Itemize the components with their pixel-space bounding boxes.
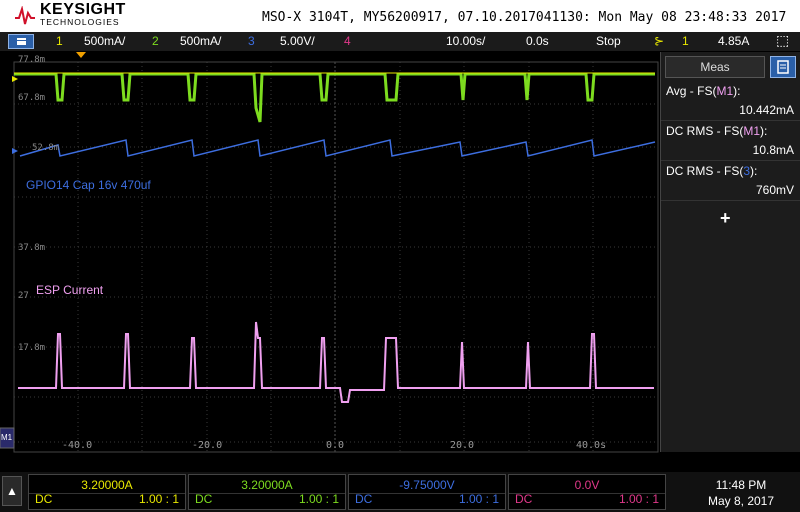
ch2-number[interactable]: 2 — [152, 34, 159, 48]
ch3-trace — [19, 139, 656, 157]
ch1-ground-marker — [12, 76, 18, 82]
ch2-trace — [14, 72, 655, 123]
svg-text:40.0s: 40.0s — [576, 440, 606, 451]
measurement-label-1: Avg - FS(M1): — [666, 84, 741, 98]
title-bar — [0, 0, 800, 32]
clock-date: May 8, 2017 — [707, 494, 775, 508]
ch3-ground-marker — [12, 148, 18, 154]
tab-measurements[interactable]: Meas — [665, 56, 765, 78]
ch2-settings-box[interactable]: 3.20000A DC 1.00 : 1 — [188, 474, 346, 510]
measurement-label-2: DC RMS - FS(M1): — [666, 124, 768, 138]
menu-icon[interactable] — [8, 34, 34, 49]
divider — [661, 200, 800, 201]
trigger-level[interactable]: 4.85A — [718, 34, 750, 48]
expand-arrow-icon[interactable]: ▲ — [2, 476, 22, 506]
svg-text:M1: M1 — [1, 433, 13, 442]
esp-current-label: ESP Current — [36, 283, 104, 297]
measurement-panel — [660, 52, 800, 452]
ch1-number[interactable]: 1 — [56, 34, 63, 48]
brand-subtitle: TECHNOLOGIES — [40, 17, 120, 27]
measurement-value-2: 10.8mA — [752, 143, 794, 157]
trigger-edge-icon: ⊱ — [654, 34, 665, 48]
ch2-scale[interactable]: 500mA/ — [180, 34, 222, 48]
svg-text:67.8m: 67.8m — [18, 93, 45, 103]
ch1-scale[interactable]: 500mA/ — [84, 34, 126, 48]
svg-text:27: 27 — [18, 291, 29, 301]
svg-text:52.8m: 52.8m — [32, 143, 59, 153]
divider — [661, 120, 800, 121]
svg-text:0.0: 0.0 — [326, 440, 344, 451]
ch1-settings-box[interactable]: 3.20000A DC 1.00 : 1 — [28, 474, 186, 510]
instrument-info: MSO-X 3104T, MY56200917, 07.10.201704113… — [262, 10, 787, 25]
ch3-scale[interactable]: 5.00V/ — [280, 34, 315, 48]
brand-name: KEYSIGHT — [40, 1, 126, 18]
delay[interactable]: 0.0s — [526, 34, 549, 48]
y-tick-labels: 77.8m 67.8m 52.8m 37.8m 27 17.8m — [18, 55, 59, 353]
svg-text:-20.0: -20.0 — [192, 440, 222, 451]
svg-text:37.8m: 37.8m — [18, 243, 45, 253]
clock-time: 11:48 PM — [715, 478, 767, 492]
svg-text:77.8m: 77.8m — [18, 55, 45, 65]
run-state[interactable]: Stop — [596, 34, 621, 48]
measurement-label-3: DC RMS - FS(3): — [666, 164, 758, 178]
math-trace — [18, 321, 654, 403]
svg-text:20.0: 20.0 — [450, 440, 474, 451]
waveform-display[interactable]: 77.8m 67.8m 52.8m 37.8m 27 17.8m -40.0 -… — [0, 52, 660, 472]
trigger-channel[interactable]: 1 — [682, 34, 689, 48]
timebase[interactable]: 10.00s/ — [446, 34, 486, 48]
ch4-settings-box[interactable]: 0.0V DC 1.00 : 1 — [508, 474, 666, 510]
status-bar: 1 500mA/ 2 500mA/ 3 5.00V/ 4 10.00s/ 0.0… — [0, 32, 800, 51]
measurement-value-1: 10.442mA — [739, 103, 794, 117]
trigger-position-marker — [76, 52, 86, 58]
measurement-menu-icon[interactable] — [770, 56, 796, 78]
x-tick-labels: -40.0 -20.0 0.0 20.0 40.0s — [62, 440, 606, 451]
gpio-label: GPIO14 Cap 16v 470uf — [26, 178, 151, 192]
add-measurement-plus-icon[interactable]: + — [720, 208, 731, 228]
graticule-border — [13, 61, 659, 453]
ch3-number[interactable]: 3 — [248, 34, 255, 48]
ch3-settings-box[interactable]: -9.75000V DC 1.00 : 1 — [348, 474, 506, 510]
measurement-value-3: 760mV — [755, 183, 794, 197]
keysight-logo-icon — [15, 6, 35, 25]
graticule — [14, 62, 658, 452]
ch4-number[interactable]: 4 — [344, 34, 351, 48]
divider — [661, 160, 800, 161]
svg-text:-40.0: -40.0 — [62, 440, 92, 451]
svg-text:17.8m: 17.8m — [18, 343, 45, 353]
math-marker — [0, 427, 15, 449]
screen-select-icon[interactable]: ⬚ — [776, 32, 790, 48]
